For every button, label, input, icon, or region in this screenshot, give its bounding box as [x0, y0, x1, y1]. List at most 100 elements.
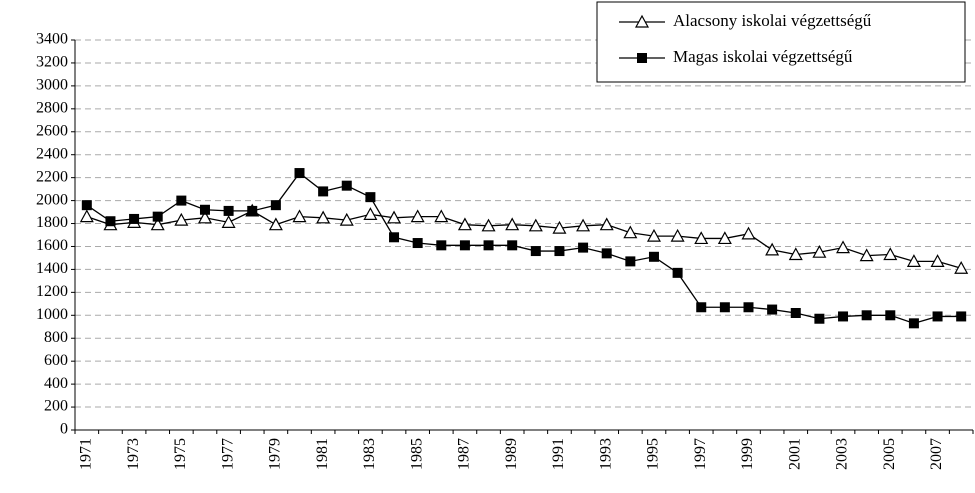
marker-square	[365, 192, 376, 203]
marker-square	[412, 238, 423, 249]
x-tick-label: 1999	[739, 438, 756, 470]
x-tick-label: 2005	[881, 438, 898, 470]
marker-triangle	[906, 254, 921, 267]
y-tick-label: 3000	[36, 77, 68, 94]
y-tick-label: 2600	[36, 122, 68, 139]
marker-square	[672, 267, 683, 278]
marker-triangle	[623, 225, 638, 239]
marker-triangle	[741, 226, 756, 240]
x-tick-label: 1987	[456, 438, 473, 470]
marker-triangle	[788, 247, 803, 261]
x-tick-label: 1977	[219, 438, 236, 470]
marker-triangle	[505, 217, 520, 231]
x-tick-label: 1995	[645, 438, 662, 470]
marker-square	[908, 318, 919, 329]
y-tick-label: 2000	[36, 191, 68, 208]
marker-square	[625, 256, 636, 267]
y-tick-label: 1800	[36, 214, 68, 231]
marker-triangle	[481, 218, 496, 232]
x-tick-label: 2007	[928, 438, 945, 470]
x-tick-label: 1997	[692, 438, 709, 470]
y-tick-label: 1400	[36, 260, 68, 277]
y-tick-label: 400	[44, 375, 68, 392]
marker-square	[648, 251, 659, 262]
marker-square	[696, 302, 707, 313]
marker-triangle	[883, 247, 898, 261]
marker-square	[956, 311, 967, 322]
x-tick-label: 2001	[786, 438, 803, 470]
marker-triangle	[836, 240, 851, 254]
marker-square	[767, 304, 778, 315]
marker-triangle	[197, 210, 212, 224]
x-tick-label: 1981	[314, 438, 331, 470]
marker-square	[389, 232, 400, 243]
marker-square	[507, 240, 518, 251]
marker-square	[838, 311, 849, 322]
marker-square	[341, 180, 352, 191]
marker-triangle	[930, 254, 945, 267]
marker-square	[861, 310, 872, 321]
marker-square	[637, 53, 647, 63]
x-tick-label: 1979	[267, 438, 284, 470]
y-tick-label: 2200	[36, 168, 68, 185]
marker-square	[176, 195, 187, 206]
marker-triangle	[174, 212, 189, 226]
marker-triangle	[339, 212, 354, 226]
marker-triangle	[576, 218, 591, 232]
marker-triangle	[316, 210, 331, 224]
marker-square	[530, 246, 541, 257]
legend: Alacsony iskolai végzettségű Magas iskola…	[596, 1, 966, 83]
marker-triangle	[268, 217, 283, 231]
marker-triangle	[599, 217, 614, 231]
x-tick-label: 1971	[77, 438, 94, 470]
marker-square	[152, 211, 163, 222]
marker-square	[578, 242, 589, 253]
marker-square	[743, 302, 754, 313]
legend-box	[596, 1, 966, 83]
marker-triangle	[765, 242, 780, 256]
y-tick-label: 200	[44, 398, 68, 415]
marker-square	[814, 313, 825, 324]
y-tick-label: 1200	[36, 283, 68, 300]
x-tick-label: 1983	[361, 438, 378, 470]
marker-square	[932, 311, 943, 322]
marker-square	[318, 186, 329, 197]
x-tick-label: 1991	[550, 438, 567, 470]
marker-square	[223, 205, 234, 216]
marker-triangle	[79, 209, 94, 223]
marker-square	[790, 308, 801, 318]
marker-square	[81, 200, 92, 211]
x-tick-label: 1985	[408, 438, 425, 470]
y-tick-label: 800	[44, 329, 68, 346]
y-tick-label: 3400	[36, 31, 68, 48]
marker-triangle	[528, 218, 543, 232]
marker-triangle	[694, 231, 709, 245]
x-tick-label: 1975	[172, 438, 189, 470]
marker-square	[294, 168, 305, 179]
marker-square	[459, 240, 470, 251]
marker-triangle	[646, 228, 661, 242]
series-line	[86, 210, 962, 269]
legend-label: Magas iskolai végzettségű	[673, 47, 853, 66]
x-tick-label: 2003	[834, 438, 851, 470]
marker-square	[885, 310, 896, 321]
marker-triangle	[434, 209, 449, 223]
marker-triangle	[634, 14, 650, 28]
series-line	[86, 172, 962, 325]
marker-triangle	[552, 220, 567, 234]
marker-triangle	[387, 210, 402, 224]
y-tick-label: 1600	[36, 237, 68, 254]
marker-triangle	[670, 228, 685, 242]
y-tick-label: 0	[60, 421, 68, 438]
marker-square	[436, 240, 447, 251]
marker-square	[270, 200, 281, 211]
marker-triangle	[717, 231, 732, 245]
marker-square	[483, 240, 494, 251]
marker-square	[554, 246, 565, 257]
marker-square	[601, 248, 612, 259]
marker-triangle	[859, 248, 874, 262]
marker-triangle	[954, 261, 969, 274]
x-tick-label: 1989	[503, 438, 520, 470]
marker-triangle	[812, 244, 827, 258]
